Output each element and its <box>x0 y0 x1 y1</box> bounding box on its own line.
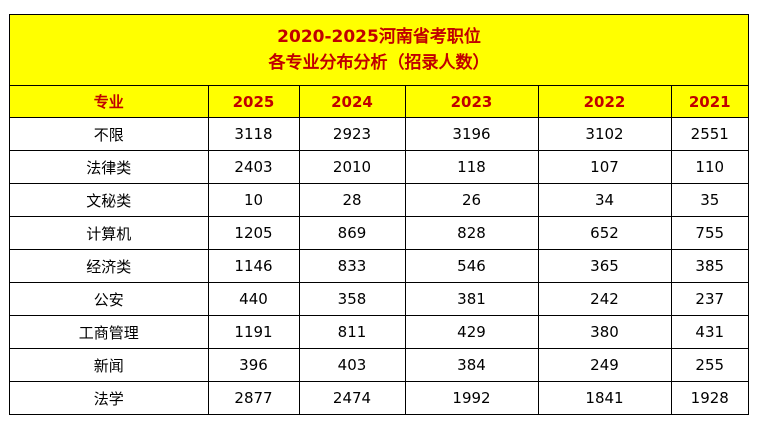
title-band: 2020-2025河南省考职位 各专业分布分析（招录人数） <box>10 15 748 86</box>
table-cell: 365 <box>537 249 672 283</box>
table-cell: 26 <box>404 183 539 217</box>
table-cell: 440 <box>207 282 300 316</box>
table-cell: 工商管理 <box>10 315 209 349</box>
header-cell-2023: 2023 <box>404 86 539 118</box>
table-cell: 237 <box>670 282 748 316</box>
table-cell: 1205 <box>207 216 300 250</box>
table-cell: 255 <box>670 348 748 382</box>
table-row: 不限 3118 2923 3196 3102 2551 <box>10 117 748 151</box>
table-cell: 546 <box>404 249 539 283</box>
table-cell: 385 <box>670 249 748 283</box>
table-cell: 828 <box>404 216 539 250</box>
table-cell: 3118 <box>207 117 300 151</box>
table-cell: 1841 <box>537 381 672 414</box>
table-cell: 10 <box>207 183 300 217</box>
title-line-2: 各专业分布分析（招录人数） <box>268 53 490 73</box>
table-cell: 380 <box>537 315 672 349</box>
table-cell: 公安 <box>10 282 209 316</box>
table-cell: 法律类 <box>10 150 209 184</box>
table-cell: 107 <box>537 150 672 184</box>
table-cell: 2403 <box>207 150 300 184</box>
table-row: 新闻 396 403 384 249 255 <box>10 348 748 382</box>
table-cell: 384 <box>404 348 539 382</box>
header-row: 专业 2025 2024 2023 2022 2021 <box>10 86 748 118</box>
table-cell: 431 <box>670 315 748 349</box>
header-cell-2024: 2024 <box>298 86 406 118</box>
table-cell: 经济类 <box>10 249 209 283</box>
table-cell: 2877 <box>207 381 300 414</box>
table-cell: 811 <box>298 315 406 349</box>
table-cell: 869 <box>298 216 406 250</box>
table-cell: 249 <box>537 348 672 382</box>
table-cell: 2474 <box>298 381 406 414</box>
header-cell-2021: 2021 <box>670 86 748 118</box>
table-cell: 3102 <box>537 117 672 151</box>
table-cell: 429 <box>404 315 539 349</box>
table-cell: 403 <box>298 348 406 382</box>
table-row: 计算机 1205 869 828 652 755 <box>10 216 748 250</box>
table-cell: 1191 <box>207 315 300 349</box>
header-cell-2022: 2022 <box>537 86 672 118</box>
table-cell: 118 <box>404 150 539 184</box>
table-cell: 文秘类 <box>10 183 209 217</box>
table-cell: 3196 <box>404 117 539 151</box>
table-cell: 28 <box>298 183 406 217</box>
table-cell: 35 <box>670 183 748 217</box>
table-cell: 381 <box>404 282 539 316</box>
title-line-1: 2020-2025河南省考职位 <box>277 27 481 47</box>
table-cell: 2923 <box>298 117 406 151</box>
table-cell: 1992 <box>404 381 539 414</box>
table-cell: 计算机 <box>10 216 209 250</box>
table-cell: 不限 <box>10 117 209 151</box>
table-cell: 1928 <box>670 381 748 414</box>
table-cell: 833 <box>298 249 406 283</box>
header-cell-major: 专业 <box>10 86 209 118</box>
table-cell: 396 <box>207 348 300 382</box>
table-row: 文秘类 10 28 26 34 35 <box>10 183 748 217</box>
table-cell: 1146 <box>207 249 300 283</box>
major-distribution-table: 专业 2025 2024 2023 2022 2021 不限 3118 2923… <box>10 86 748 414</box>
header-cell-2025: 2025 <box>207 86 300 118</box>
table-cell: 652 <box>537 216 672 250</box>
table-cell: 新闻 <box>10 348 209 382</box>
table-row: 法律类 2403 2010 118 107 110 <box>10 150 748 184</box>
table-row: 经济类 1146 833 546 365 385 <box>10 249 748 283</box>
table-cell: 358 <box>298 282 406 316</box>
table-cell: 法学 <box>10 381 209 414</box>
table-cell: 242 <box>537 282 672 316</box>
table-cell: 2551 <box>670 117 748 151</box>
table-row: 法学 2877 2474 1992 1841 1928 <box>10 381 748 414</box>
table-row: 公安 440 358 381 242 237 <box>10 282 748 316</box>
recruitment-table-sheet: 2020-2025河南省考职位 各专业分布分析（招录人数） 专业 2025 20… <box>9 14 749 415</box>
table-cell: 2010 <box>298 150 406 184</box>
table-cell: 110 <box>670 150 748 184</box>
table-row: 工商管理 1191 811 429 380 431 <box>10 315 748 349</box>
table-cell: 755 <box>670 216 748 250</box>
table-cell: 34 <box>537 183 672 217</box>
